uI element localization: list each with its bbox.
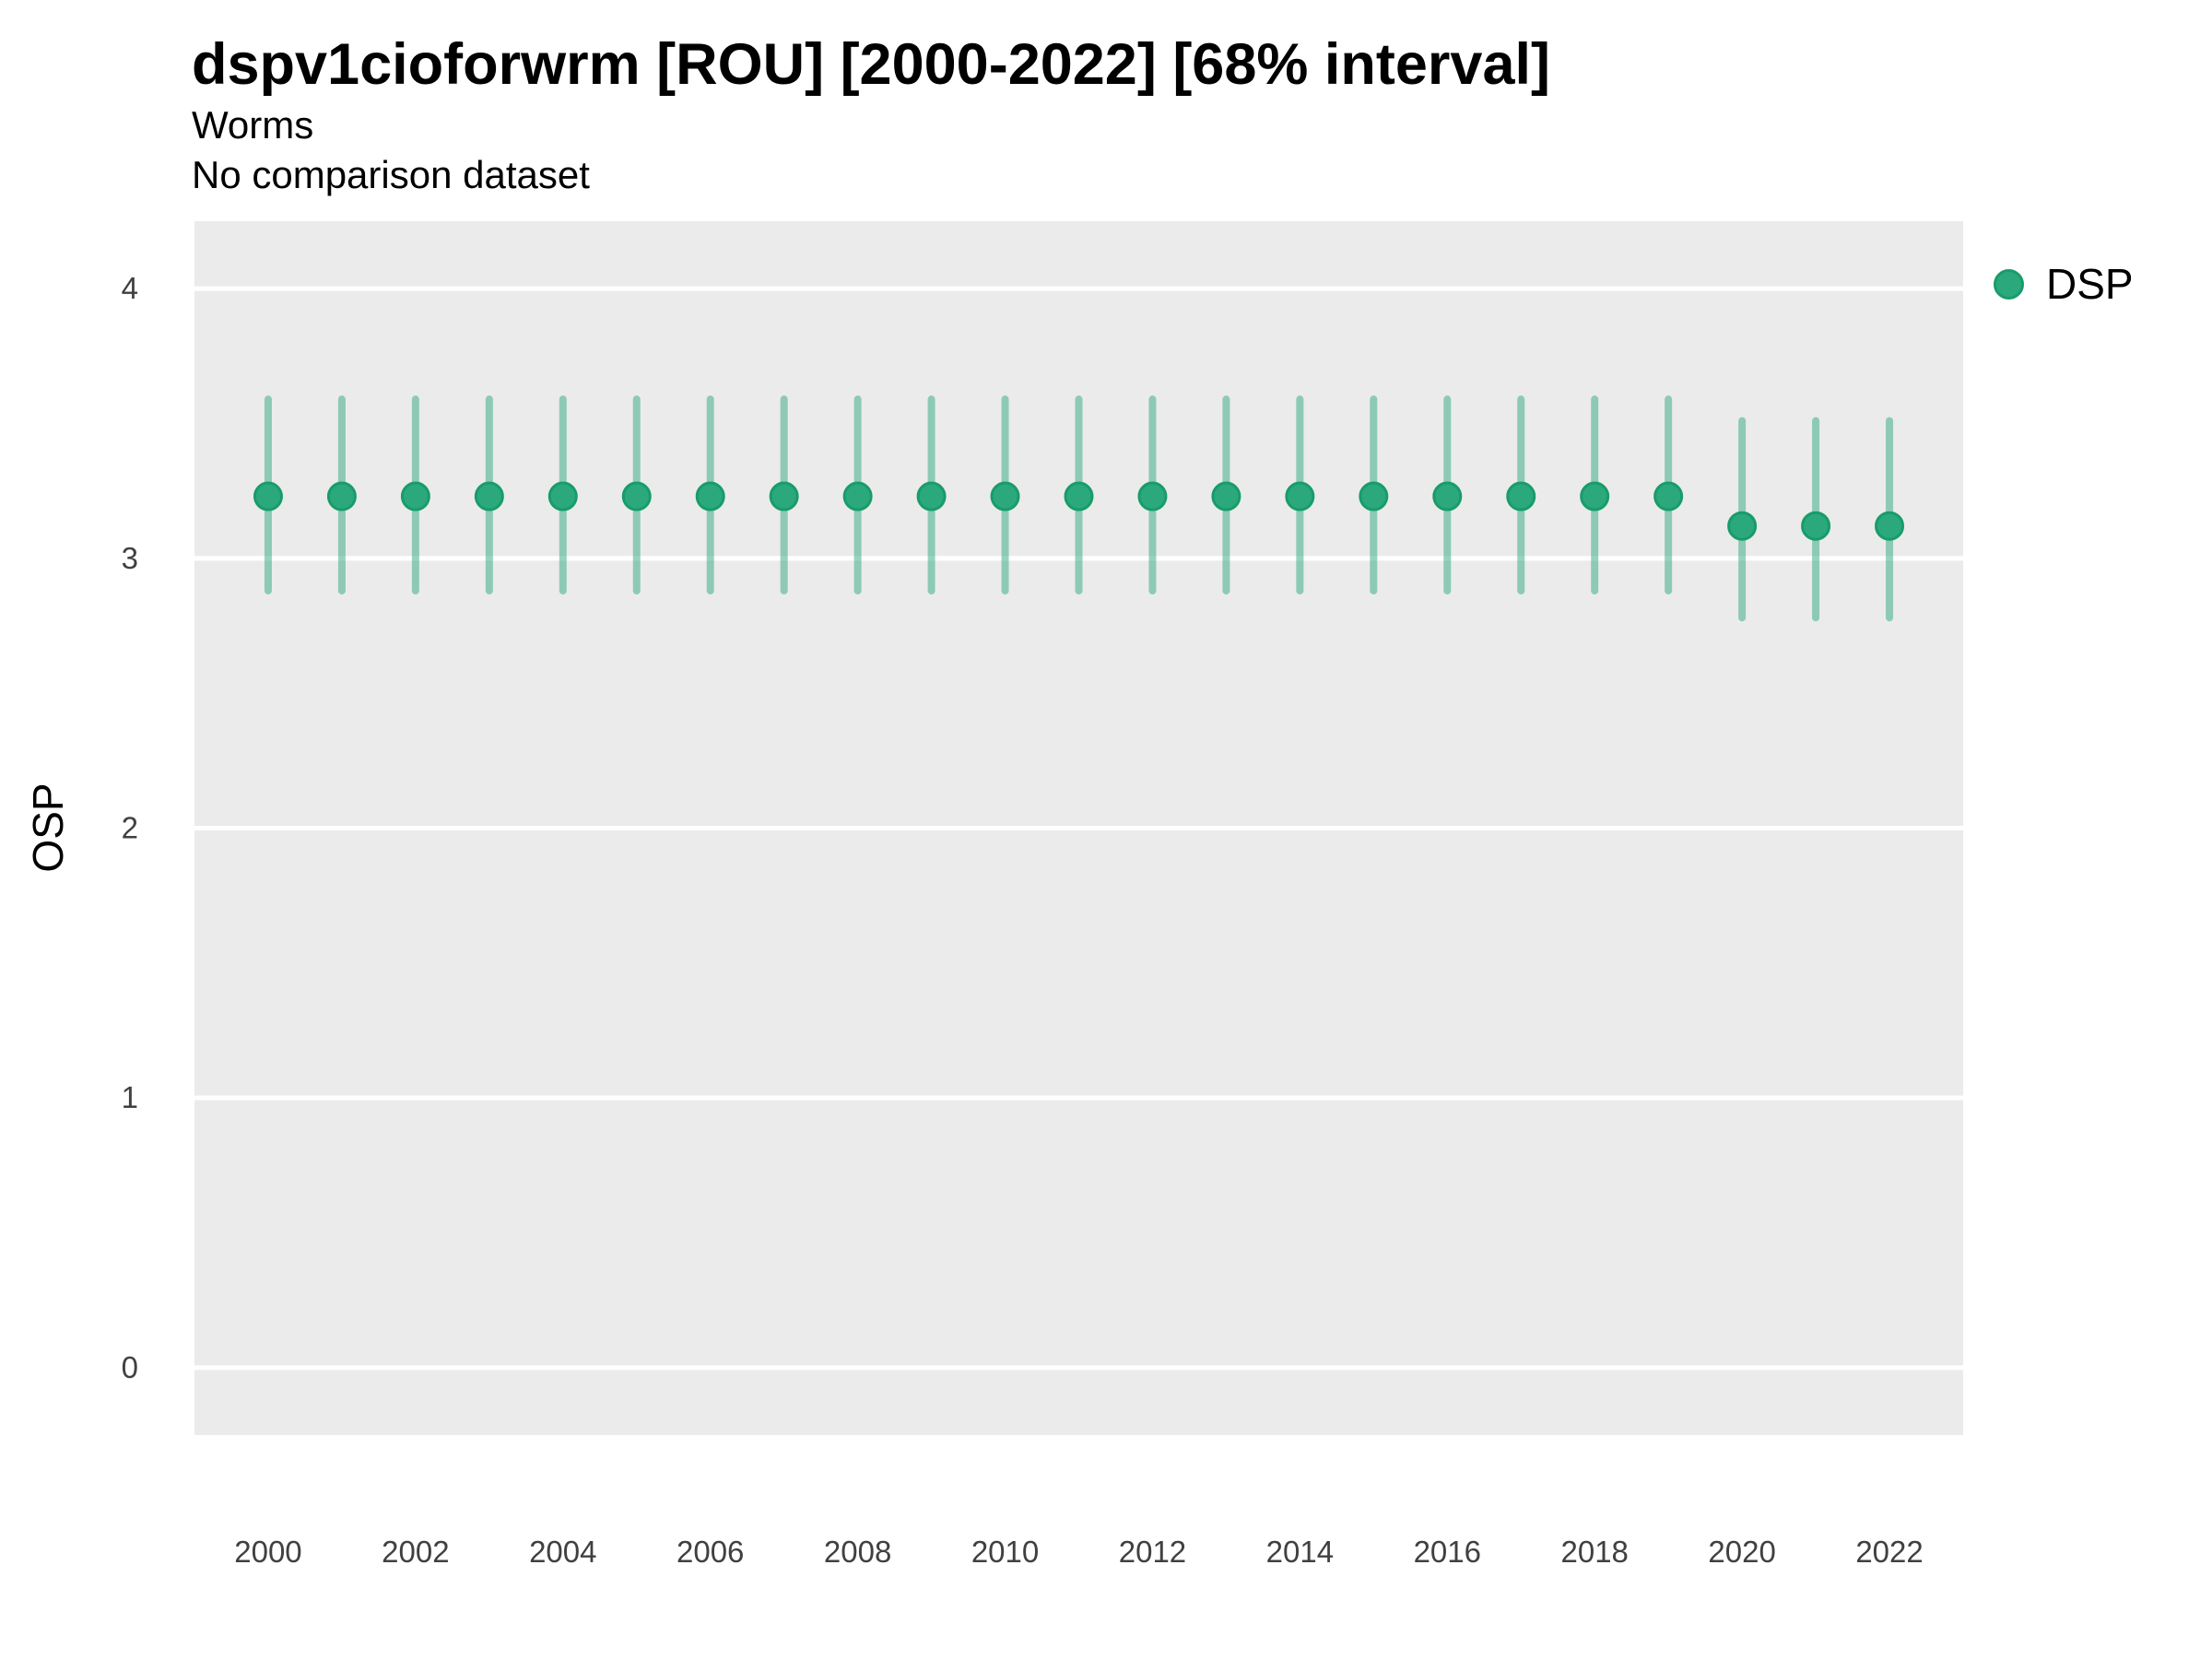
data-point-2000: [253, 481, 283, 512]
data-point-2021: [1801, 511, 1831, 541]
x-tick-label-2002: 2002: [382, 1535, 449, 1569]
x-tick-label-2020: 2020: [1708, 1535, 1775, 1569]
data-point-2008: [842, 481, 873, 512]
x-tick-label-2014: 2014: [1266, 1535, 1334, 1569]
x-tick-label-2016: 2016: [1414, 1535, 1481, 1569]
data-point-2016: [1432, 481, 1463, 512]
x-tick-label-2004: 2004: [529, 1535, 596, 1569]
data-point-2022: [1875, 511, 1905, 541]
data-point-2001: [326, 481, 357, 512]
data-point-2018: [1580, 481, 1610, 512]
chart-title: dspv1cioforwrm [ROU] [2000-2022] [68% in…: [192, 32, 1550, 97]
legend-label: DSP: [2046, 260, 2134, 308]
y-tick-label-1: 1: [122, 1080, 138, 1114]
data-point-2003: [474, 481, 504, 512]
legend: DSP: [1994, 259, 2134, 309]
data-point-2004: [547, 481, 578, 512]
x-tick-label-2018: 2018: [1560, 1535, 1628, 1569]
comparison-note: No comparison dataset: [192, 153, 590, 196]
legend-marker-icon: [1994, 268, 2024, 300]
chart-subtitle: Worms: [192, 103, 314, 147]
data-point-2017: [1506, 481, 1536, 512]
x-tick-label-2006: 2006: [677, 1535, 744, 1569]
y-axis-title: OSP: [24, 782, 72, 873]
data-point-2007: [769, 481, 799, 512]
x-tick-label-2012: 2012: [1119, 1535, 1186, 1569]
x-tick-label-2010: 2010: [971, 1535, 1039, 1569]
y-tick-label-4: 4: [122, 271, 138, 305]
x-tick-label-2000: 2000: [234, 1535, 301, 1569]
data-point-2006: [695, 481, 725, 512]
data-point-2015: [1359, 481, 1389, 512]
y-tick-label-3: 3: [122, 541, 138, 575]
y-tick-label-0: 0: [122, 1350, 138, 1384]
x-tick-label-2022: 2022: [1855, 1535, 1923, 1569]
x-tick-label-2008: 2008: [824, 1535, 891, 1569]
data-point-2010: [990, 481, 1020, 512]
data-point-2019: [1653, 481, 1684, 512]
y-tick-label-2: 2: [122, 811, 138, 845]
data-point-2011: [1064, 481, 1094, 512]
data-point-2020: [1727, 511, 1758, 541]
data-point-2002: [400, 481, 430, 512]
data-point-2009: [916, 481, 947, 512]
data-point-2012: [1137, 481, 1168, 512]
data-point-2014: [1285, 481, 1315, 512]
data-point-2005: [621, 481, 652, 512]
data-point-2013: [1211, 481, 1241, 512]
